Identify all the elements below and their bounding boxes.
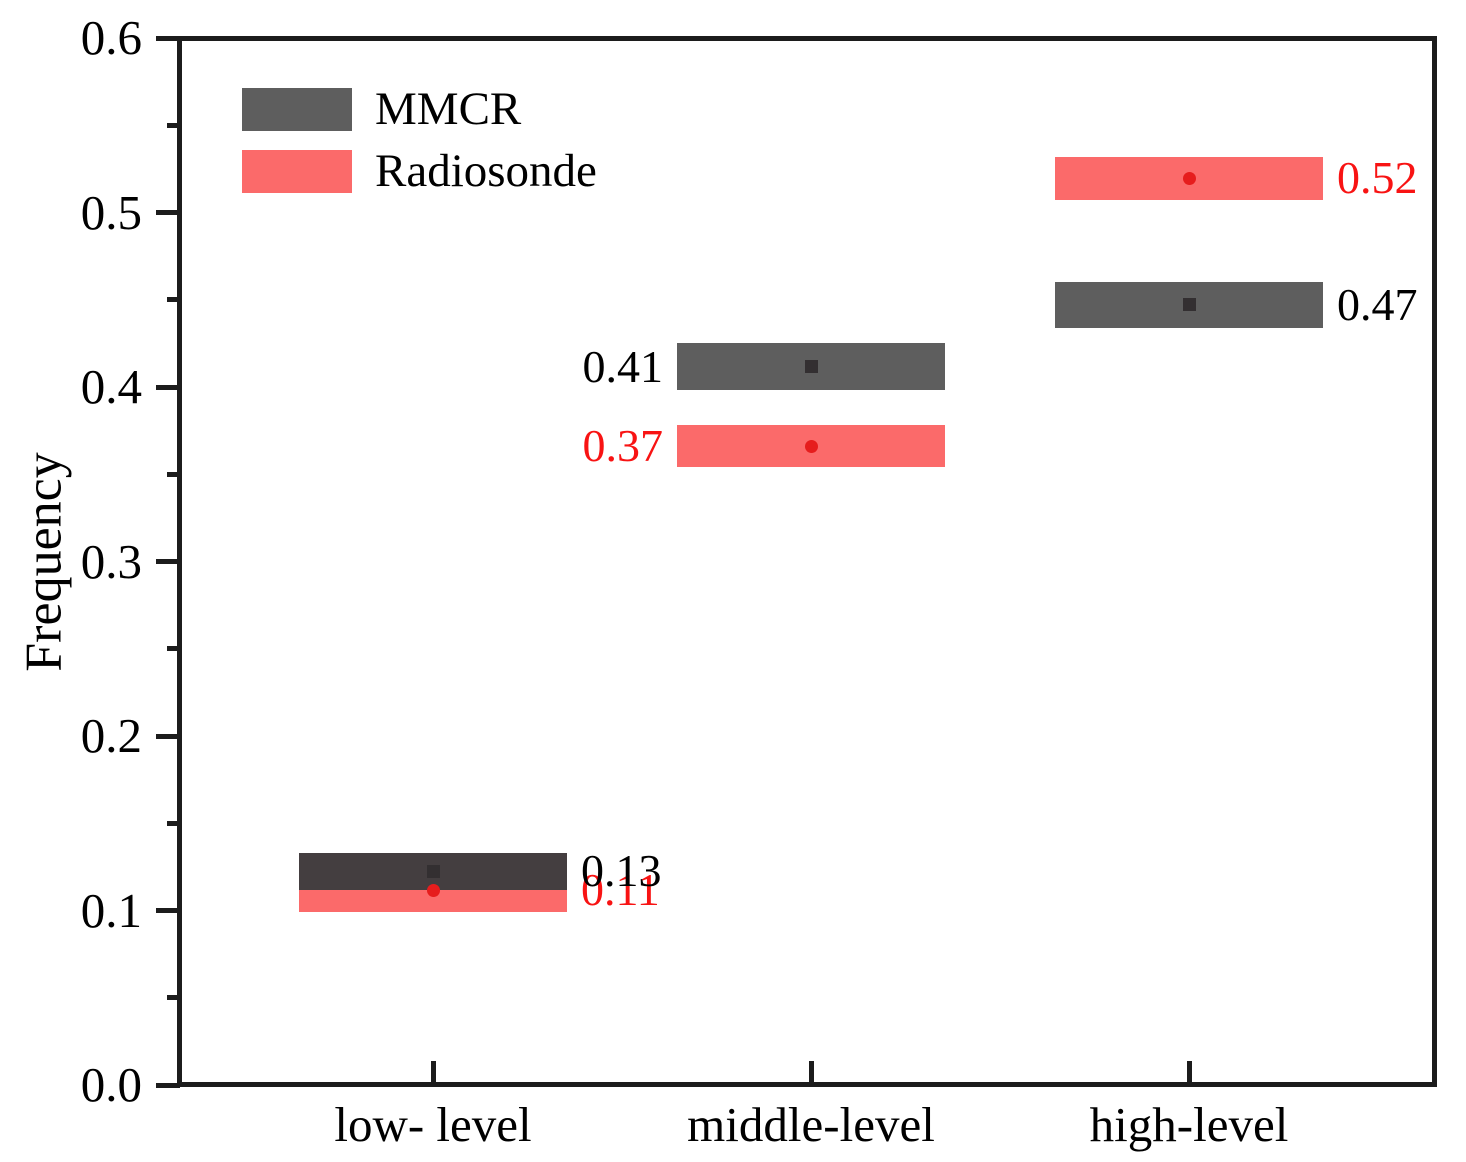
- y-minor-tick: [167, 646, 180, 652]
- legend-label-radiosonde: Radiosonde: [375, 145, 597, 197]
- value-label-mmcr: 0.41: [582, 340, 664, 392]
- square-marker-mmcr: [804, 360, 818, 374]
- x-tick: [1186, 1061, 1192, 1083]
- legend-item-radiosonde: Radiosonde: [242, 148, 597, 195]
- x-category-label: middle-level: [687, 1097, 935, 1152]
- y-major-tick: [156, 1082, 180, 1088]
- y-major-tick: [156, 210, 180, 215]
- y-tick-label: 0.4: [80, 359, 142, 414]
- y-major-tick: [156, 35, 180, 41]
- y-tick-label: 0.3: [80, 533, 142, 589]
- value-label-mmcr: 0.13: [581, 845, 662, 897]
- legend-item-mmcr: MMCR: [242, 86, 597, 133]
- y-minor-tick: [167, 820, 180, 826]
- y-tick-label: 0.5: [80, 184, 142, 240]
- square-marker-mmcr: [426, 864, 440, 878]
- legend-swatch-radiosonde: [242, 150, 352, 193]
- y-major-tick: [156, 908, 180, 913]
- value-label-radiosonde: 0.11: [581, 864, 660, 916]
- legend: MMCR Radiosonde: [242, 86, 597, 195]
- y-minor-tick: [167, 995, 180, 1001]
- y-minor-tick: [167, 122, 180, 128]
- circle-marker-radiosonde: [426, 883, 440, 897]
- value-label-mmcr: 0.47: [1337, 278, 1418, 330]
- y-tick-label: 0.1: [80, 882, 142, 938]
- y-tick-label: 0.2: [80, 708, 142, 763]
- circle-marker-radiosonde: [804, 439, 818, 453]
- y-major-tick: [156, 384, 180, 390]
- y-tick-label: 0.0: [80, 1057, 142, 1112]
- y-tick-label: 0.6: [80, 10, 142, 65]
- x-tick: [808, 1061, 814, 1083]
- value-label-radiosonde: 0.37: [582, 420, 664, 472]
- y-minor-tick: [167, 297, 180, 303]
- y-major-tick: [156, 733, 180, 739]
- legend-label-mmcr: MMCR: [375, 83, 522, 135]
- square-marker-mmcr: [1182, 298, 1196, 312]
- y-minor-tick: [167, 471, 180, 477]
- value-label-radiosonde: 0.52: [1337, 152, 1418, 204]
- circle-marker-radiosonde: [1182, 171, 1196, 185]
- y-major-tick: [156, 559, 180, 564]
- x-category-label: high-level: [1089, 1097, 1289, 1152]
- x-tick: [430, 1061, 436, 1083]
- legend-swatch-mmcr: [242, 88, 352, 131]
- x-category-label: low- level: [334, 1097, 532, 1152]
